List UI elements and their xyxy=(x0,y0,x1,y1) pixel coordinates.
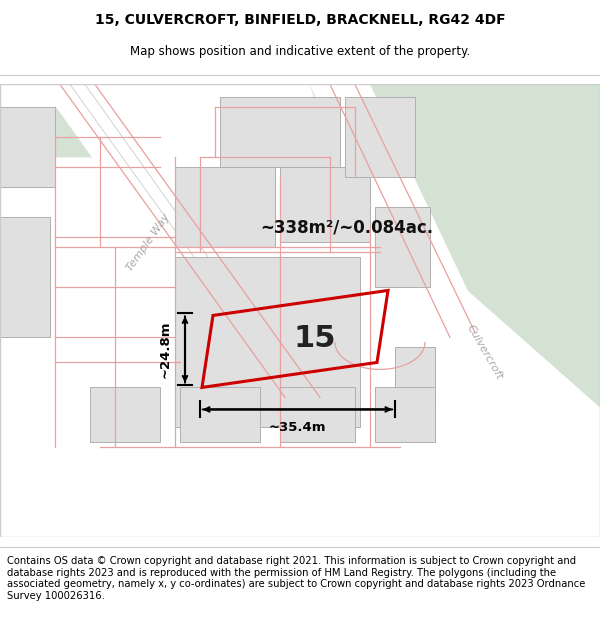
Bar xyxy=(90,388,160,442)
Text: Contains OS data © Crown copyright and database right 2021. This information is : Contains OS data © Crown copyright and d… xyxy=(7,556,586,601)
Bar xyxy=(280,388,355,442)
Text: ~338m²/~0.084ac.: ~338m²/~0.084ac. xyxy=(260,218,433,236)
Bar xyxy=(395,348,435,408)
Bar xyxy=(0,448,600,538)
Text: ~24.8m: ~24.8m xyxy=(158,321,172,378)
Text: 15: 15 xyxy=(294,324,336,354)
Bar xyxy=(175,258,360,428)
Bar xyxy=(175,168,275,248)
Bar xyxy=(0,107,55,188)
Polygon shape xyxy=(0,84,95,158)
Bar xyxy=(375,388,435,442)
Text: Map shows position and indicative extent of the property.: Map shows position and indicative extent… xyxy=(130,45,470,58)
Text: Temple Way: Temple Way xyxy=(125,212,172,273)
Text: ~35.4m: ~35.4m xyxy=(269,421,326,434)
Bar xyxy=(375,208,430,288)
Polygon shape xyxy=(310,84,600,408)
Bar xyxy=(180,388,260,442)
Bar xyxy=(0,217,50,338)
Polygon shape xyxy=(310,84,490,357)
Bar xyxy=(220,98,340,168)
Polygon shape xyxy=(40,84,330,408)
Text: Culvercroft: Culvercroft xyxy=(465,323,505,382)
Bar xyxy=(280,168,370,242)
Bar xyxy=(345,98,415,178)
Text: 15, CULVERCROFT, BINFIELD, BRACKNELL, RG42 4DF: 15, CULVERCROFT, BINFIELD, BRACKNELL, RG… xyxy=(95,13,505,27)
Polygon shape xyxy=(0,84,55,458)
